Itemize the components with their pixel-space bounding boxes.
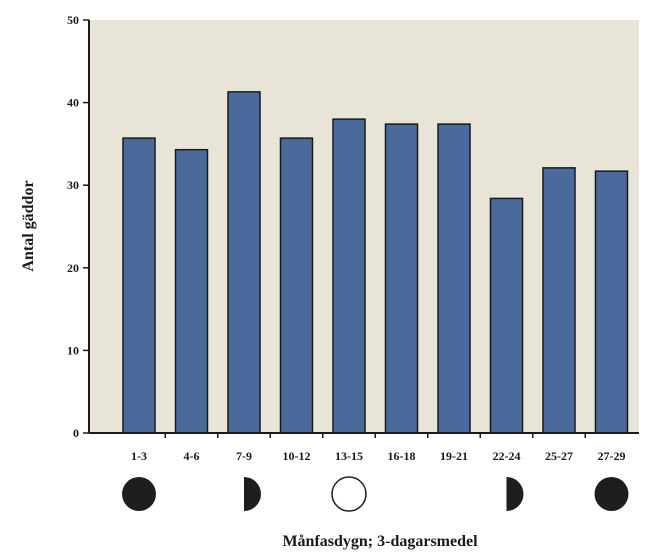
y-ticks-group: 0 10 20 30 40 50: [67, 13, 89, 440]
bar-22-24: [489, 197, 524, 434]
full-moon-icon: [331, 476, 367, 512]
bars-group: [122, 91, 629, 434]
moon-phase-row: [122, 476, 629, 512]
new-moon-icon: [594, 477, 629, 511]
bar-10-12: [279, 137, 314, 434]
bar-13-15: [332, 118, 366, 434]
x-tick-label: 1-3: [131, 449, 147, 463]
bar-4-6: [174, 148, 209, 434]
x-tick-label: 19-21: [440, 449, 468, 463]
x-axis-title: Månfasdygn; 3-dagarsmedel: [282, 533, 478, 550]
y-axis-title: Antal gäddor: [20, 180, 37, 271]
x-tick-label: 22-24: [493, 449, 521, 463]
y-tick-label: 30: [67, 178, 79, 192]
x-tick-label: 10-12: [283, 449, 311, 463]
x-tick-label: 16-18: [388, 449, 416, 463]
first-quarter-moon-icon: [244, 477, 261, 511]
new-moon-icon: [122, 477, 156, 511]
x-tick-label: 25-27: [545, 449, 573, 463]
y-tick-label: 50: [67, 13, 79, 27]
x-tick-label: 27-29: [598, 449, 626, 463]
y-tick-label: 20: [67, 261, 79, 275]
x-tick-label: 7-9: [236, 449, 252, 463]
x-tick-label: 13-15: [335, 449, 363, 463]
y-tick-label: 0: [73, 426, 79, 440]
bar-27-29: [594, 170, 629, 434]
x-tick-label: 4-6: [184, 449, 200, 463]
x-ticks-group: 1-3 4-6 7-9 10-12 13-15 16-18 19-21 22-24 25-27 2…: [131, 433, 626, 463]
bar-16-18: [384, 123, 419, 434]
bar-7-9: [227, 91, 261, 434]
last-quarter-moon-icon: [506, 477, 524, 511]
bar-19-21: [437, 123, 471, 434]
y-tick-label: 10: [67, 343, 79, 357]
bar-25-27: [542, 167, 576, 434]
bar-1-3: [122, 137, 156, 434]
y-tick-label: 40: [67, 96, 79, 110]
